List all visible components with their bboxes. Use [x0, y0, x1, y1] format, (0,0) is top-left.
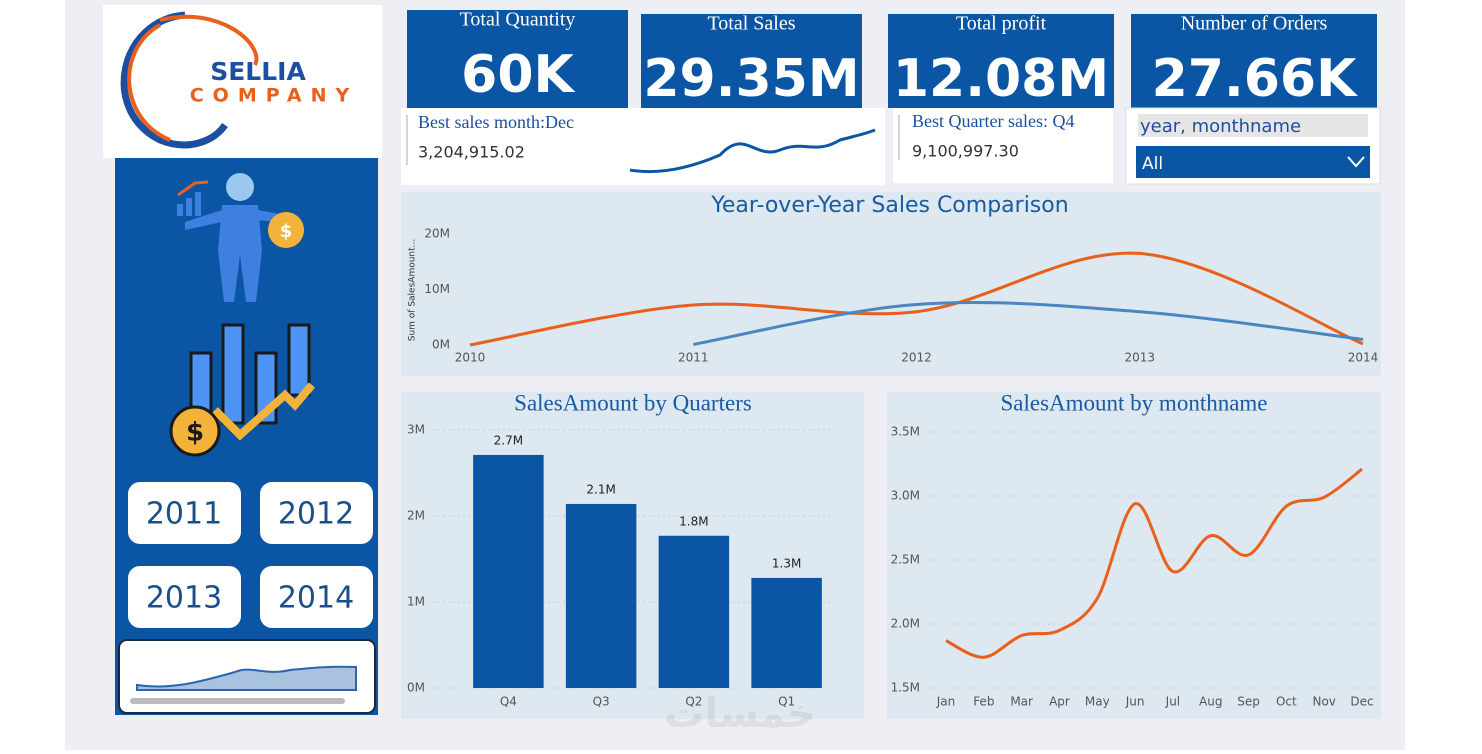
kpi-tile — [641, 14, 862, 108]
kpi-tile — [1131, 14, 1377, 108]
bar — [565, 503, 637, 688]
x-tick-label: Sep — [1237, 695, 1260, 709]
year-button-label: 2013 — [146, 581, 222, 616]
logo-arc — [127, 23, 171, 142]
slicer-label: year, monthname — [1140, 116, 1301, 137]
x-tick-label: Oct — [1276, 695, 1297, 709]
y-tick-label: 2M — [407, 509, 425, 523]
year-button-label: 2014 — [278, 581, 354, 616]
y-tick-label: 2.0M — [891, 617, 920, 631]
data-label: 1.8M — [679, 514, 708, 528]
x-tick-label: Dec — [1350, 695, 1373, 709]
card-sparkline — [629, 128, 876, 174]
kpi-tile — [888, 14, 1114, 108]
kpi-value: 27.66K — [1152, 49, 1358, 109]
data-label: 2.1M — [586, 482, 615, 496]
data-label: 2.7M — [494, 433, 523, 447]
logo-subtitle: COMPANY — [190, 85, 359, 107]
y-tick-label: 3M — [407, 423, 425, 437]
y-tick-label: 0M — [407, 681, 425, 695]
y-axis-title: Sum of SalesAmount... — [408, 239, 418, 342]
x-tick-label: 2010 — [455, 351, 486, 365]
year-button-label: 2012 — [278, 497, 354, 532]
x-tick-label: Jul — [1165, 695, 1180, 709]
chart-title: SalesAmount by Quarters — [514, 390, 752, 415]
x-tick-label: Q2 — [685, 695, 702, 709]
bar — [658, 535, 730, 688]
y-tick-label: 10M — [424, 282, 450, 296]
x-tick-label: Nov — [1312, 695, 1335, 709]
x-tick-label: Feb — [973, 695, 994, 709]
x-tick-label: Q3 — [593, 695, 610, 709]
slider-track — [130, 698, 345, 704]
kpi-title: Total Quantity — [460, 9, 576, 31]
data-label: 1.3M — [772, 556, 801, 570]
year-button-label: 2011 — [146, 497, 222, 532]
logo-arc — [159, 14, 259, 66]
x-tick-label: 2012 — [901, 351, 932, 365]
watermark: خمسات — [664, 691, 816, 737]
chart-panel — [887, 392, 1381, 719]
y-tick-label: 3.5M — [891, 425, 920, 439]
x-tick-label: Q4 — [500, 695, 517, 709]
line — [945, 467, 1363, 659]
line — [469, 251, 1364, 347]
kpi-tile — [407, 10, 628, 108]
x-tick-label: 2011 — [678, 351, 709, 365]
kpi-value: 60K — [461, 45, 575, 105]
x-tick-label: Jun — [1125, 695, 1145, 709]
year-button[interactable] — [260, 566, 373, 628]
y-tick-label: 20M — [424, 227, 450, 241]
year-button[interactable] — [260, 482, 373, 544]
kpi-title: Total Sales — [707, 13, 795, 35]
x-tick-label: 2014 — [1348, 351, 1379, 365]
kpi-value: 12.08M — [893, 49, 1109, 109]
chart-title: Year-over-Year Sales Comparison — [710, 193, 1068, 218]
x-tick-label: Mar — [1010, 695, 1033, 709]
x-tick-label: Aug — [1199, 695, 1222, 709]
card-value: 9,100,997.30 — [912, 142, 1019, 161]
y-tick-label: 3.0M — [891, 489, 920, 503]
y-tick-label: 2.5M — [891, 553, 920, 567]
kpi-title: Number of Orders — [1181, 13, 1328, 35]
year-button[interactable] — [128, 566, 241, 628]
card-value: 3,204,915.02 — [418, 143, 525, 162]
slicer-dropdown[interactable] — [1136, 146, 1370, 178]
x-tick-label: Apr — [1049, 695, 1070, 709]
kpi-title: Total profit — [956, 13, 1047, 35]
dropdown-arrow — [1347, 156, 1365, 168]
person-icon: $ — [177, 173, 304, 302]
y-tick-label: 1M — [407, 595, 425, 609]
card-title: Best Quarter sales: Q4 — [912, 111, 1074, 131]
card — [893, 108, 1113, 183]
bar — [473, 454, 544, 688]
slider-sparkline — [136, 665, 357, 691]
logo-name: SELLIA — [210, 57, 306, 86]
svg-text:$: $ — [280, 221, 293, 242]
y-tick-label: 1.5M — [891, 681, 920, 695]
y-tick-label: 0M — [432, 338, 450, 352]
x-tick-label: May — [1085, 695, 1110, 709]
x-tick-label: 2013 — [1124, 351, 1155, 365]
svg-text:$: $ — [186, 418, 204, 448]
card-title: Best sales month:Dec — [418, 112, 574, 132]
slicer-value: All — [1142, 154, 1163, 174]
growth-icon: $ — [169, 323, 316, 457]
chart-title: SalesAmount by monthname — [1000, 390, 1267, 415]
logo-arc — [120, 11, 228, 149]
slicer-header — [1138, 114, 1368, 137]
x-tick-label: Jan — [936, 695, 956, 709]
line — [692, 300, 1364, 346]
bar — [751, 577, 822, 688]
kpi-value: 29.35M — [643, 49, 859, 109]
x-tick-label: Q1 — [778, 695, 795, 709]
chart-panel — [401, 192, 1381, 376]
year-button[interactable] — [128, 482, 241, 544]
